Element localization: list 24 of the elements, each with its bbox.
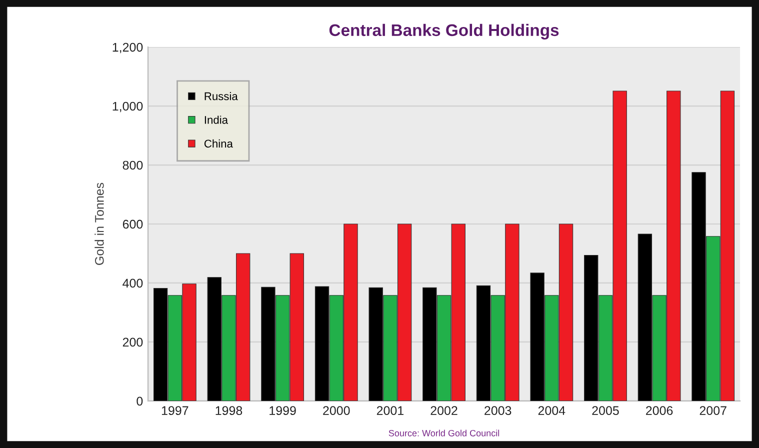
source-note: Source: World Gold Council <box>388 430 500 436</box>
legend-label: China <box>204 139 233 148</box>
x-tick-label: 2005 <box>592 406 619 416</box>
x-tick-label: 1997 <box>162 406 188 416</box>
x-tick-label: 2004 <box>538 406 566 416</box>
x-tick-label: 2002 <box>430 406 458 416</box>
y-tick-label: 200 <box>122 338 143 347</box>
legend-label: Russia <box>204 92 238 100</box>
y-tick-label: 0 <box>136 396 143 406</box>
x-tick-label: 2000 <box>323 406 350 416</box>
x-tick-label: 1999 <box>270 406 296 416</box>
y-tick-label: 800 <box>122 160 143 170</box>
y-tick-label: 600 <box>122 220 143 229</box>
x-tick-label: 2006 <box>646 406 673 416</box>
chart-title: Central Banks Gold Holdings <box>329 24 559 40</box>
x-tick-label: 2003 <box>484 406 512 416</box>
x-tick-label: 2007 <box>700 406 726 416</box>
y-tick-label: 1,200 <box>112 42 143 54</box>
y-axis-title: Gold in Tonnes <box>94 182 104 265</box>
x-tick-label: 2001 <box>376 406 404 416</box>
x-tick-label: 1998 <box>216 406 242 416</box>
legend-label: India <box>204 116 228 124</box>
y-tick-label: 1,000 <box>112 102 143 112</box>
y-tick-label: 400 <box>122 278 143 288</box>
